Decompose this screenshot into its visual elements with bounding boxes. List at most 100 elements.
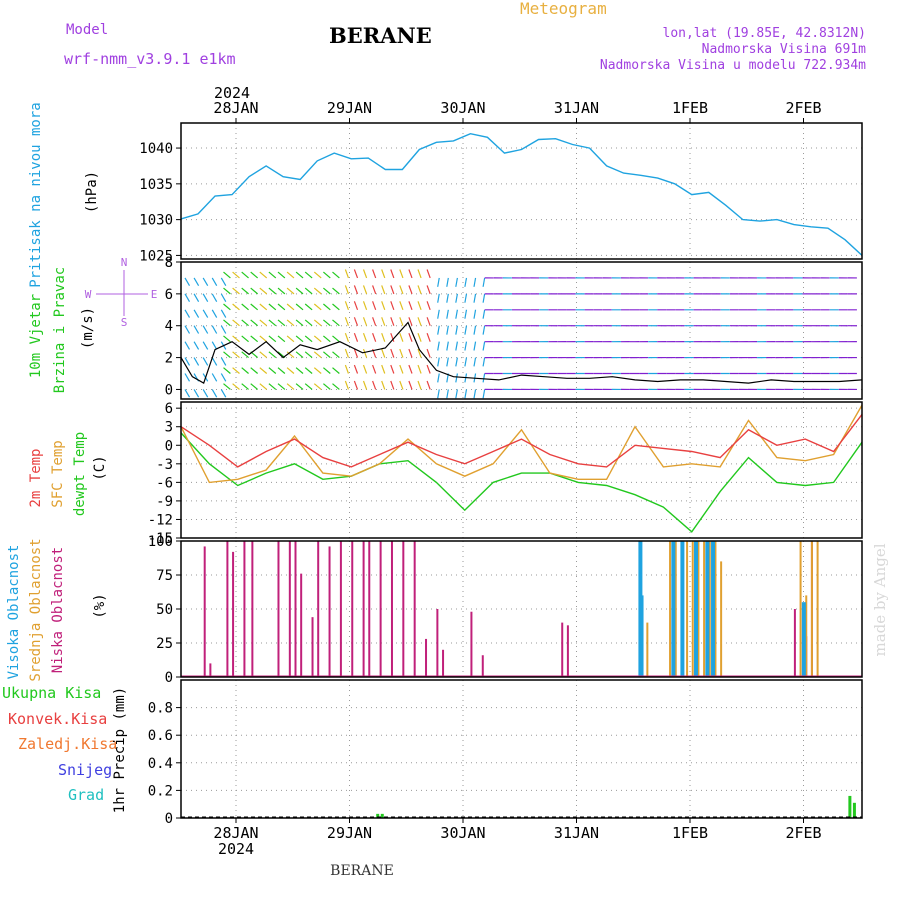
- x-tick-label-top: 1FEB: [672, 99, 708, 117]
- cloud-bar: [720, 561, 722, 677]
- y-tick-label: 50: [156, 602, 173, 618]
- y-tick-label: 4: [165, 319, 173, 335]
- cloud-bar: [802, 602, 806, 677]
- panel-background: [181, 680, 862, 818]
- wind-side-label-2: Brzina i Pravac: [52, 267, 68, 393]
- precip-bar: [848, 796, 851, 818]
- temp-unit-label: (C): [92, 455, 108, 480]
- meteogram-title: Meteogram: [520, 0, 607, 18]
- cloud-bar: [226, 541, 228, 677]
- cloud-bar: [646, 623, 648, 677]
- y-tick-label: 6: [165, 401, 173, 417]
- x-tick-label-top: 31JAN: [554, 99, 599, 117]
- cloud-bar: [694, 541, 698, 677]
- cloud-bar: [391, 541, 393, 677]
- cloud-side-label-3: Niska Oblacnost: [50, 547, 66, 673]
- legend-snow: Snijeg: [58, 761, 112, 779]
- panel-background: [181, 402, 862, 538]
- cloud-bar: [470, 612, 472, 677]
- x-tick-label-bottom: 31JAN: [554, 824, 599, 842]
- y-tick-label: 0: [165, 438, 173, 454]
- x-tick-label-bottom: 1FEB: [672, 824, 708, 842]
- cloud-bar: [686, 541, 688, 677]
- model-name: wrf-nmm_v3.9.1 e1km: [64, 50, 236, 68]
- y-tick-label: 75: [156, 568, 173, 584]
- x-tick-label-bottom: 29JAN: [327, 824, 372, 842]
- compass-rose-icon: [96, 270, 148, 316]
- temp-side-label-1: 2m Temp: [28, 448, 44, 507]
- cloud-bar: [209, 663, 211, 677]
- cloud-bar: [368, 541, 370, 677]
- cloud-bar: [442, 650, 444, 677]
- cloud-bar: [402, 541, 404, 677]
- y-tick-label: 1035: [139, 177, 173, 193]
- cloud-bar: [671, 541, 675, 677]
- y-tick-label: -6: [156, 475, 173, 491]
- y-tick-label: 0.4: [148, 756, 173, 772]
- cloud-bar: [567, 625, 569, 677]
- wind-unit-label: (m/s): [80, 307, 96, 349]
- grid-layer: [181, 123, 862, 818]
- pressure-side-label: Pritisak na nivou mora: [28, 102, 44, 287]
- cloud-bar: [317, 541, 319, 677]
- y-tick-label: 0: [165, 811, 173, 827]
- cloud-bar: [232, 552, 234, 677]
- wind-side-label-1: 10m Vjetar: [28, 294, 44, 378]
- y-tick-label: -3: [156, 457, 173, 473]
- compass-w: W: [85, 288, 92, 301]
- cloud-bar: [561, 623, 563, 677]
- cloud-bar: [277, 541, 279, 677]
- cloud-bar: [300, 574, 302, 677]
- cloud-bar: [204, 546, 206, 677]
- panel-background: [181, 123, 862, 259]
- x-tick-label-top: 30JAN: [440, 99, 485, 117]
- y-tick-label: -12: [148, 512, 173, 528]
- cloud-side-label-2: Srednja Oblacnost: [28, 538, 44, 681]
- x-tick-label-top: 2FEB: [785, 99, 821, 117]
- y-tick-label: 1040: [139, 141, 173, 157]
- cloud-bar: [436, 609, 438, 677]
- precip-unit-label: 1hr Precip (mm): [112, 687, 128, 813]
- cloud-bar: [425, 639, 427, 677]
- cloud-bar: [811, 541, 813, 677]
- y-tick-label: 6: [165, 287, 173, 303]
- y-tick-label: 0.2: [148, 783, 173, 799]
- y-tick-label: 8: [165, 255, 173, 271]
- legend-convective-rain: Konvek.Kisa: [8, 710, 107, 728]
- y-tick-label: 3: [165, 420, 173, 436]
- y-tick-label: 1030: [139, 213, 173, 229]
- cloud-bar: [351, 541, 353, 677]
- cloud-bar: [669, 541, 671, 677]
- cloud-bar: [312, 617, 314, 677]
- precip-bar: [853, 803, 856, 818]
- cloud-bar: [711, 541, 715, 677]
- footer-station: BERANE: [330, 863, 394, 879]
- cloud-bar: [817, 541, 819, 677]
- temp-side-label-2: SFC Temp: [50, 440, 66, 507]
- cloud-bar: [295, 541, 297, 677]
- altitude-text: Nadmorska Visina 691m: [702, 42, 867, 57]
- legend-hail: Grad: [68, 786, 104, 804]
- watermark: made by Angel: [871, 543, 889, 656]
- pressure-unit-label: (hPa): [84, 171, 100, 213]
- y-tick-label: 100: [148, 534, 173, 550]
- x-tick-label-top: 28JAN: [213, 99, 258, 117]
- cloud-bar: [640, 595, 644, 677]
- cloud-bar: [800, 541, 802, 677]
- cloud-bar: [363, 541, 365, 677]
- cloud-bar: [703, 541, 705, 677]
- y-tick-label: 2: [165, 351, 173, 367]
- y-tick-label: 0: [165, 382, 173, 398]
- x-tick-label-bottom: 28JAN: [213, 824, 258, 842]
- y-tick-label: 0.8: [148, 701, 173, 717]
- x-tick-label-bottom: 30JAN: [440, 824, 485, 842]
- x-tick-label-bottom: 2FEB: [785, 824, 821, 842]
- compass-e: E: [151, 288, 158, 301]
- coords-text: lon,lat (19.85E, 42.8312N): [663, 26, 867, 41]
- compass-s: S: [121, 316, 128, 329]
- cloud-bar: [289, 541, 291, 677]
- cloud-bar: [251, 541, 253, 677]
- legend-total-rain: Ukupna Kisa: [2, 684, 101, 702]
